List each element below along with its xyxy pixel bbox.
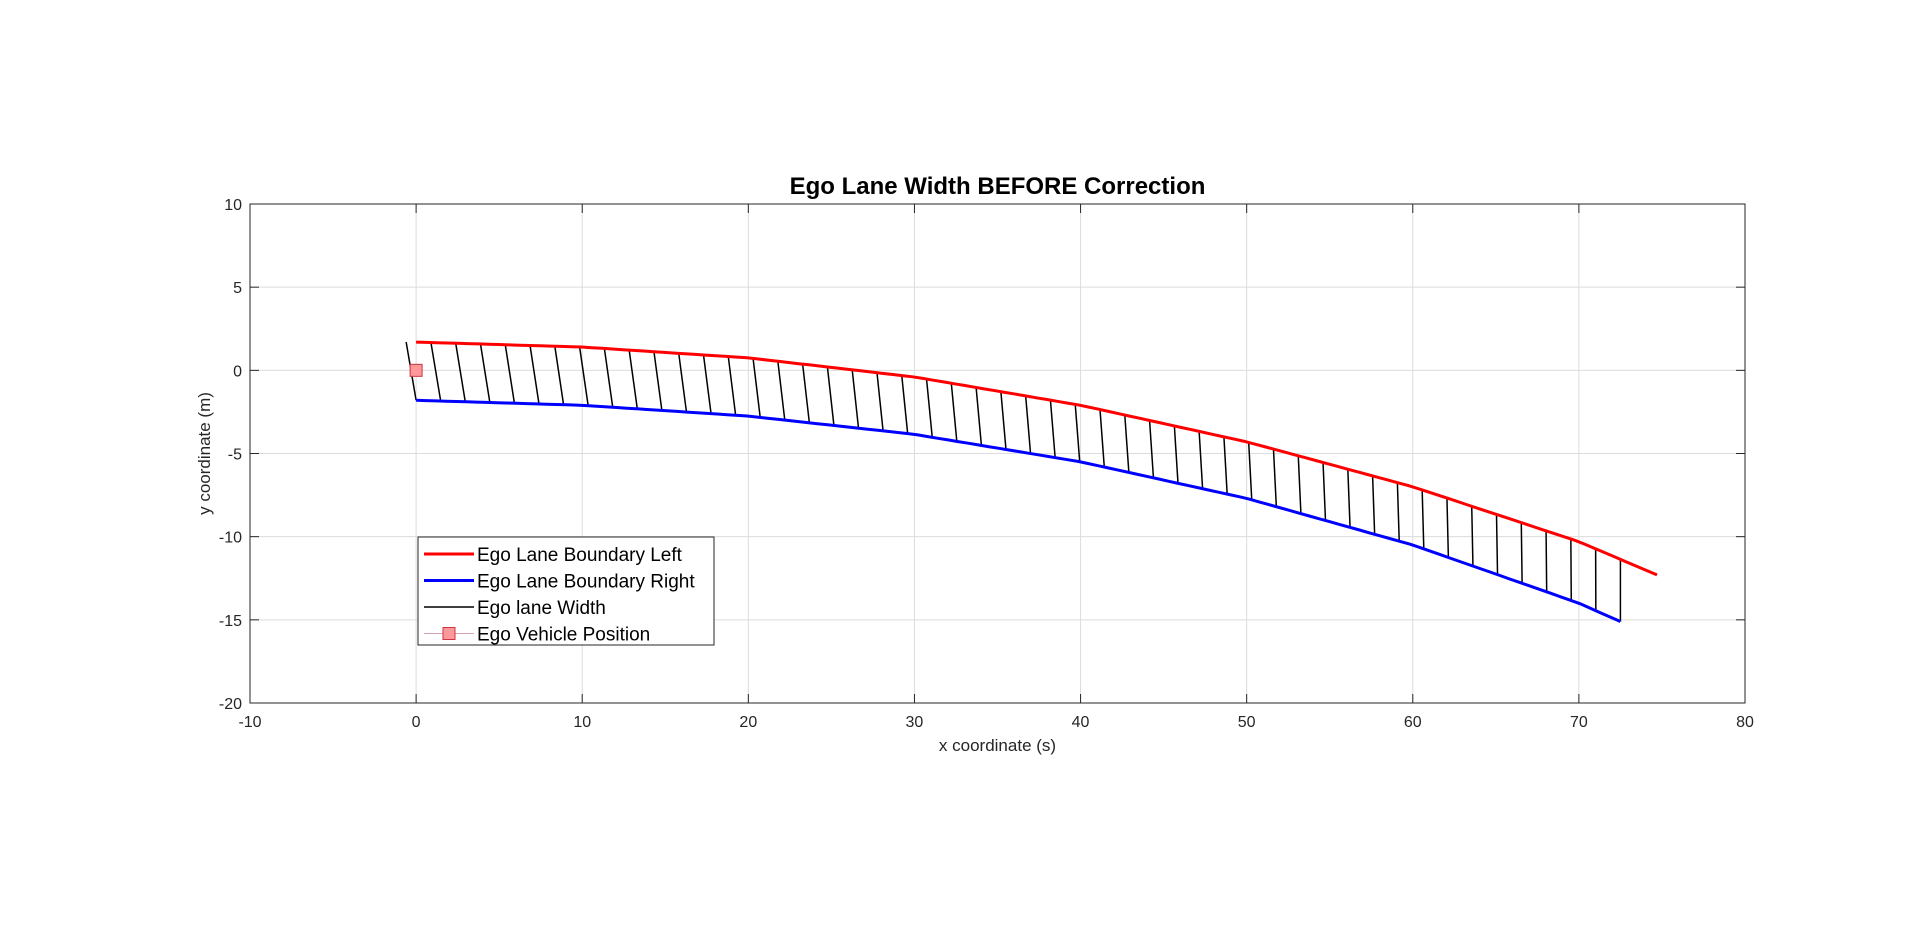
lane-width-segment xyxy=(753,358,760,417)
lane-width-segment xyxy=(629,350,637,409)
y-axis-label: y coordinate (m) xyxy=(195,392,214,515)
lane-width-segment xyxy=(1422,490,1424,549)
lane-width-segment xyxy=(1323,463,1325,521)
lane-width-segment xyxy=(604,348,612,407)
lane-width-segment xyxy=(1224,437,1227,494)
lane-width-segment xyxy=(1546,531,1547,592)
lane-width-segment xyxy=(1199,431,1202,488)
x-tick-label: 70 xyxy=(1570,714,1588,731)
lane-width-segment xyxy=(1472,506,1473,566)
lane-width-segment xyxy=(1497,514,1498,574)
legend-swatch-marker xyxy=(443,628,455,640)
x-tick-label: 50 xyxy=(1238,714,1256,731)
lane-width-segment xyxy=(1125,415,1129,472)
chart-title: Ego Lane Width BEFORE Correction xyxy=(790,173,1206,200)
y-tick-label: 0 xyxy=(233,363,242,380)
y-tick-label: 5 xyxy=(233,280,242,297)
x-tick-label: 10 xyxy=(573,714,591,731)
legend-label: Ego lane Width xyxy=(477,598,606,619)
lane-width-segment xyxy=(1373,476,1375,534)
legend-label: Ego Vehicle Position xyxy=(477,625,650,646)
legend: Ego Lane Boundary Left Ego Lane Boundary … xyxy=(418,537,714,646)
lane-width-segment xyxy=(803,364,810,423)
lane-width-segment xyxy=(1050,400,1055,457)
lane-width-segment xyxy=(456,343,466,402)
lane-width-segment xyxy=(530,345,539,403)
lane-width-segment xyxy=(480,344,489,402)
ego-vehicle-marker xyxy=(410,364,422,376)
lane-width-segment xyxy=(951,383,956,441)
lane-width-segment xyxy=(580,347,589,406)
x-tick-label: 60 xyxy=(1404,714,1422,731)
lane-width-segment xyxy=(1249,442,1252,499)
lane-width-segment xyxy=(877,373,883,431)
x-tick-label: 80 xyxy=(1736,714,1754,731)
lane-width-segment xyxy=(852,370,858,428)
y-tick-label: -20 xyxy=(219,696,242,713)
x-tick-label: 0 xyxy=(412,714,421,731)
y-tick-label: -15 xyxy=(219,613,242,630)
lane-width-segment xyxy=(1397,483,1399,542)
lane-width-segment xyxy=(1273,449,1276,507)
lane-width-segment xyxy=(555,346,564,404)
lane-width-segment xyxy=(728,357,735,416)
lane-width-segment xyxy=(1001,392,1006,450)
lane-width-segment xyxy=(1447,498,1448,557)
lane-width-segment xyxy=(431,343,441,402)
lane-width-segment xyxy=(827,367,834,426)
y-tick-label: -5 xyxy=(228,447,242,464)
x-tick-label: 20 xyxy=(739,714,757,731)
legend-label: Ego Lane Boundary Right xyxy=(477,572,695,593)
lane-width-segment xyxy=(1521,523,1522,584)
lane-width-segment xyxy=(902,376,908,434)
axis-ticks: -10 0 10 20 30 40 50 60 70 80 -20 -15 -10 -5 0 5 10 xyxy=(219,197,1754,731)
lane-width-segment xyxy=(976,387,981,445)
lane-width-segment xyxy=(1026,396,1031,454)
lane-width-segment xyxy=(1298,456,1301,514)
lane-width-segment xyxy=(704,355,712,414)
x-tick-label: 40 xyxy=(1072,714,1090,731)
lane-width-segment xyxy=(1150,420,1154,477)
y-tick-label: 10 xyxy=(224,197,242,214)
lane-width-segment xyxy=(1100,410,1104,467)
x-tick-label: 30 xyxy=(906,714,924,731)
x-axis-label: x coordinate (s) xyxy=(939,736,1056,755)
lane-width-segment xyxy=(654,352,662,411)
x-tick-label: -10 xyxy=(238,714,261,731)
lane-width-segment xyxy=(1174,426,1178,483)
lane-width-segment xyxy=(1348,469,1350,527)
y-tick-label: -10 xyxy=(219,530,242,547)
lane-width-segment xyxy=(679,353,687,412)
legend-label: Ego Lane Boundary Left xyxy=(477,545,683,566)
lane-width-segment xyxy=(505,345,514,403)
lane-width-segment xyxy=(927,379,933,437)
